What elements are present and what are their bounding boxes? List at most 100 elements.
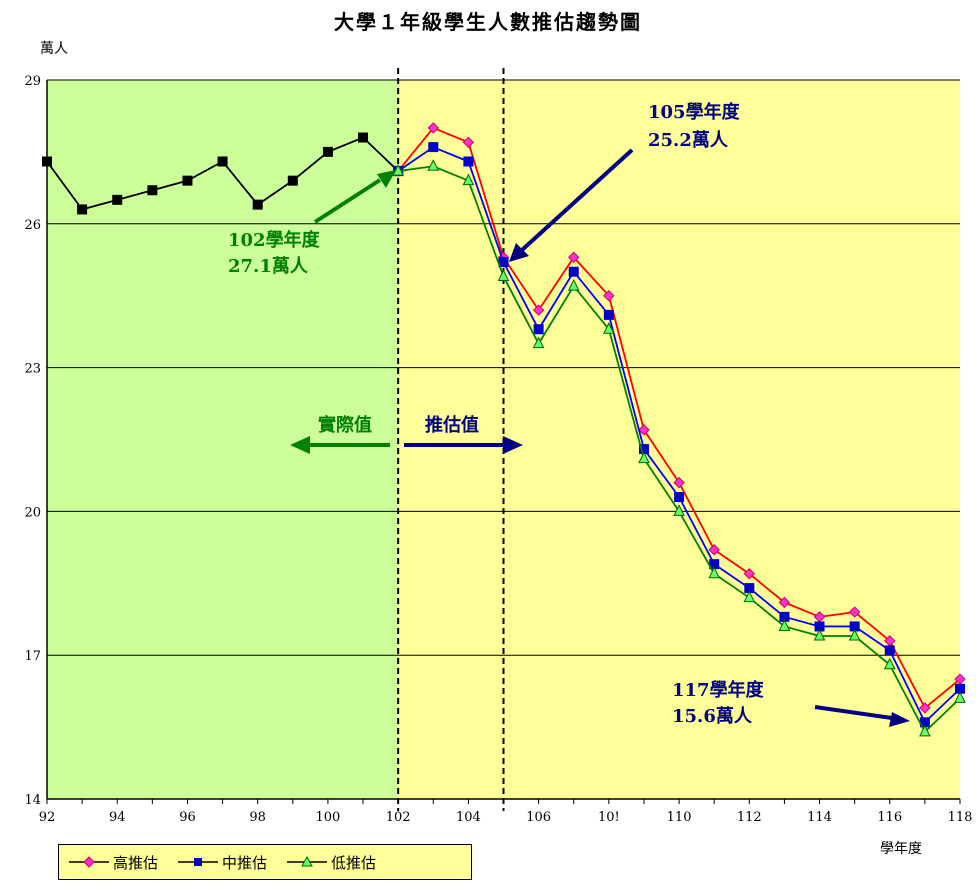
- series-1-point-108: [603, 289, 615, 302]
- series-1-point-107: [568, 251, 580, 264]
- series-2-point-111: [709, 559, 720, 570]
- legend-label-low: 低推估: [331, 853, 377, 872]
- series-2-point-114: [814, 621, 825, 632]
- series-3-point-112: [743, 590, 756, 603]
- legend-marker-mid: [178, 858, 219, 866]
- series-3-point-117: [919, 724, 931, 737]
- x-axis-unit: 學年度: [880, 841, 922, 857]
- x-tick-label-8: 10!: [598, 810, 620, 825]
- region-bg-1: [398, 80, 961, 799]
- series-3-point-109: [638, 451, 650, 464]
- series-0-point-94: [112, 194, 123, 205]
- series-3-point-107: [567, 278, 580, 291]
- y-tick-label-3: 20: [24, 505, 41, 520]
- series-1-point-110: [673, 476, 685, 489]
- annotation-105-arrow-shaft: [520, 148, 634, 252]
- x-tick-label-0: 92: [39, 810, 56, 825]
- x-tick-label-6: 104: [456, 810, 481, 825]
- region-bg-0: [47, 80, 399, 799]
- series-2-point-106: [533, 324, 544, 335]
- annotation-102-line1: 102學年度: [228, 229, 321, 251]
- series-0-point-92: [42, 156, 52, 167]
- annotation-117-arrow-head: [889, 712, 910, 727]
- legend-label-mid: 中推估: [222, 853, 268, 872]
- series-2-point-112: [744, 583, 755, 594]
- y-tick-label-0: 29: [24, 74, 41, 89]
- series-3-point-116: [883, 657, 896, 670]
- legend-item-high: 高推估: [69, 852, 158, 873]
- chart-title: 大學１年級學生人數推估趨勢圖: [334, 10, 642, 34]
- series-2-point-105: [498, 257, 509, 268]
- series-2-point-117: [919, 717, 930, 728]
- y-tick-label-1: 26: [24, 218, 41, 233]
- annotation-105-line2: 25.2萬人: [648, 130, 729, 151]
- series-3-point-108: [603, 322, 615, 334]
- actual-value-label: 實際值: [318, 414, 372, 436]
- legend-item-mid: 中推估: [178, 852, 267, 873]
- series-2-point-115: [849, 621, 860, 632]
- series-1-point-106: [532, 304, 545, 316]
- series-0-point-93: [77, 204, 88, 215]
- series-2-point-104: [463, 156, 474, 167]
- y-tick-label-2: 23: [24, 362, 41, 377]
- series-0-point-100: [322, 146, 333, 157]
- forecast-arrow-head: [503, 436, 523, 454]
- series-3-point-103: [427, 159, 440, 171]
- forecast-value-label: 推估值: [425, 414, 479, 436]
- series-2-point-109: [638, 444, 649, 455]
- series-3-point-111: [708, 566, 721, 579]
- annotation-117-line1: 117學年度: [672, 679, 765, 701]
- series-1-point-112: [743, 568, 756, 580]
- series-2-point-118: [955, 683, 965, 694]
- actual-arrow-head: [290, 436, 310, 454]
- series-0-point-98: [252, 199, 263, 210]
- x-tick-label-7: 106: [526, 810, 551, 825]
- series-3-point-104: [462, 173, 475, 186]
- series-0-point-97: [217, 156, 228, 167]
- annotation-105-line1: 105學年度: [648, 101, 741, 123]
- annotation-102-arrow-shaft: [313, 178, 382, 224]
- x-tick-label-1: 94: [109, 810, 126, 825]
- x-tick-label-5: 102: [386, 810, 411, 825]
- series-1-point-103: [427, 122, 439, 134]
- series-3-point-118: [954, 691, 966, 703]
- x-tick-label-10: 112: [737, 810, 762, 825]
- series-1-point-104: [462, 136, 475, 149]
- x-tick-label-2: 96: [179, 810, 196, 825]
- annotation-102-arrow-head: [377, 170, 396, 188]
- series-2-point-110: [674, 492, 685, 503]
- annotation-117-line2: 15.6萬人: [672, 706, 753, 727]
- series-3-point-105: [497, 269, 510, 282]
- annotation-105-arrow-head: [509, 243, 529, 262]
- legend-marker-high: [69, 856, 109, 868]
- series-1-point-109: [638, 424, 650, 436]
- series-3-point-115: [848, 628, 861, 641]
- x-tick-label-11: 114: [807, 810, 832, 825]
- series-0-point-95: [147, 185, 158, 196]
- legend: 高推估 中推估 低推估: [58, 844, 472, 880]
- series-0-point-96: [182, 175, 193, 186]
- y-tick-label-5: 14: [24, 793, 41, 808]
- series-1-point-115: [848, 606, 861, 618]
- legend-item-low: 低推估: [287, 852, 376, 873]
- series-1-point-117: [919, 702, 931, 714]
- series-2-point-108: [603, 309, 614, 320]
- legend-marker-low: [287, 855, 328, 867]
- series-0-point-99: [287, 175, 298, 186]
- annotation-117-arrow-shaft: [814, 705, 893, 720]
- series-3-point-113: [778, 619, 791, 631]
- series-2-point-103: [428, 142, 439, 153]
- y-tick-label-4: 17: [24, 649, 41, 664]
- x-tick-label-4: 100: [316, 810, 341, 825]
- x-tick-label-3: 98: [249, 810, 266, 825]
- series-2-point-107: [568, 266, 579, 277]
- y-axis-unit: 萬人: [40, 41, 68, 57]
- series-2-point-113: [779, 611, 790, 622]
- series-2-point-116: [884, 645, 895, 656]
- legend-label-high: 高推估: [113, 853, 159, 872]
- series-3-point-114: [813, 628, 826, 641]
- series-1-point-111: [708, 544, 720, 556]
- x-tick-label-12: 116: [877, 810, 902, 825]
- series-3-point-106: [532, 336, 545, 349]
